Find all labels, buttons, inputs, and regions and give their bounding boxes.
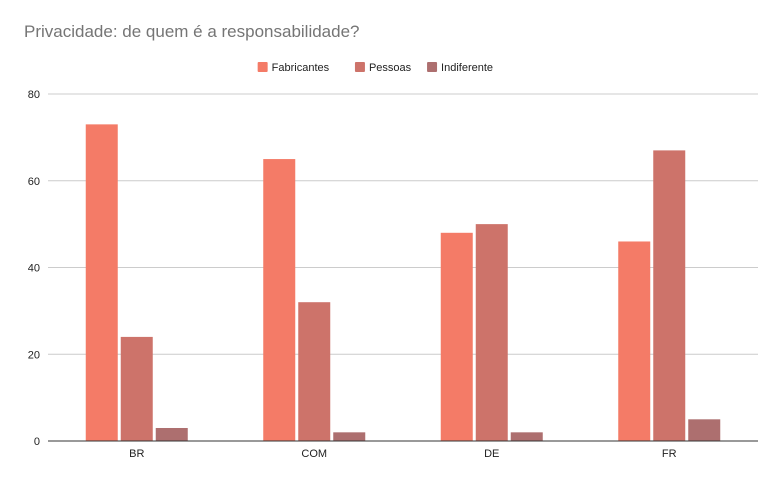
y-tick-label: 20	[28, 349, 40, 361]
gridlines	[48, 93, 758, 355]
bar	[510, 432, 543, 441]
legend: Fabricantes Pessoas Indiferente	[257, 62, 493, 74]
x-tick-label: COM	[301, 448, 327, 460]
y-tick-label: 60	[28, 176, 40, 188]
x-tick-label: FR	[662, 448, 677, 460]
chart-title: Privacidade: de quem é a responsabilidad…	[24, 22, 360, 41]
bar	[120, 336, 153, 441]
bar	[155, 427, 188, 441]
bar	[85, 124, 118, 442]
y-axis: 0 20 40 60 80	[28, 89, 40, 448]
legend-label: Fabricantes	[272, 62, 330, 74]
bar	[688, 419, 721, 441]
legend-label: Pessoas	[369, 62, 412, 74]
x-tick-label: DE	[484, 448, 499, 460]
legend-swatch	[257, 62, 268, 72]
bar	[653, 150, 686, 441]
y-tick-label: 80	[28, 89, 40, 101]
y-tick-label: 0	[34, 436, 40, 448]
legend-swatch	[354, 62, 365, 72]
x-axis: BR COM DE FR	[48, 440, 758, 460]
bar	[618, 241, 651, 441]
bar	[475, 224, 508, 441]
bar	[440, 232, 473, 441]
x-tick-label: BR	[129, 448, 144, 460]
bars	[85, 124, 721, 442]
bar	[333, 432, 366, 441]
bar	[263, 159, 296, 441]
legend-label: Indiferente	[441, 62, 493, 74]
y-tick-label: 40	[28, 263, 40, 275]
legend-swatch	[427, 62, 438, 72]
bar	[298, 302, 331, 441]
